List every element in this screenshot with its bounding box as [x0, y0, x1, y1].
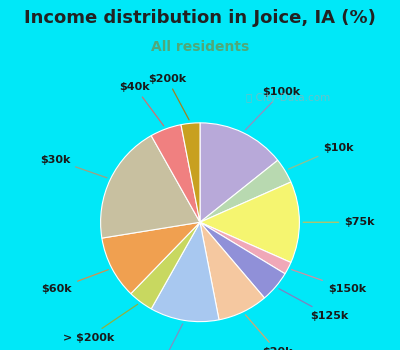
Wedge shape — [102, 222, 200, 294]
Wedge shape — [200, 182, 299, 262]
Wedge shape — [200, 222, 264, 320]
Wedge shape — [101, 136, 200, 238]
Text: $50k: $50k — [147, 324, 183, 350]
Text: Income distribution in Joice, IA (%): Income distribution in Joice, IA (%) — [24, 9, 376, 27]
Text: $150k: $150k — [292, 270, 366, 294]
Wedge shape — [181, 123, 200, 222]
Text: $75k: $75k — [303, 217, 375, 227]
Text: $100k: $100k — [246, 88, 301, 130]
Text: Ⓜ City-Data.com: Ⓜ City-Data.com — [246, 93, 330, 103]
Wedge shape — [151, 222, 219, 322]
Wedge shape — [200, 160, 291, 222]
Text: $40k: $40k — [120, 82, 164, 126]
Wedge shape — [151, 125, 200, 222]
Text: All residents: All residents — [151, 40, 249, 54]
Wedge shape — [131, 222, 200, 309]
Text: $20k: $20k — [245, 315, 293, 350]
Text: $125k: $125k — [279, 289, 348, 321]
Wedge shape — [200, 222, 291, 274]
Wedge shape — [200, 123, 278, 222]
Text: $30k: $30k — [40, 155, 107, 178]
Text: > $200k: > $200k — [62, 304, 138, 343]
Text: $10k: $10k — [288, 142, 354, 169]
Text: $200k: $200k — [148, 74, 189, 120]
Wedge shape — [200, 222, 285, 298]
Text: $60k: $60k — [42, 270, 108, 294]
